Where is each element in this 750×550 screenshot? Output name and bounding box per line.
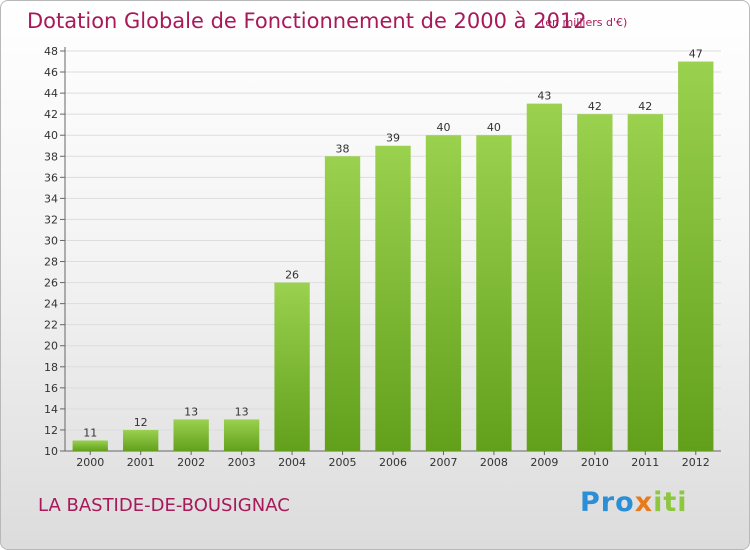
y-tick-label: 40 — [44, 129, 58, 142]
logo-letter: t — [663, 487, 678, 518]
y-tick-label: 42 — [44, 108, 58, 121]
y-tick-label: 16 — [44, 382, 58, 395]
y-tick-label: 34 — [44, 192, 58, 205]
bar — [627, 114, 663, 451]
y-tick-label: 48 — [44, 45, 58, 58]
data-label: 47 — [689, 48, 703, 61]
bar — [526, 103, 563, 451]
logo-letter: i — [653, 487, 664, 518]
bar — [425, 135, 462, 452]
y-tick-label: 30 — [44, 234, 58, 247]
data-label: 40 — [487, 121, 501, 134]
bar — [577, 114, 613, 451]
data-label: 26 — [285, 269, 299, 282]
x-tick-label: 2003 — [228, 456, 256, 469]
data-label: 38 — [336, 142, 350, 155]
x-tick-label: 2004 — [278, 456, 306, 469]
y-tick-label: 10 — [44, 445, 58, 458]
logo-letter: o — [615, 487, 635, 518]
bar — [123, 429, 159, 451]
y-tick-label: 32 — [44, 213, 58, 226]
x-tick-label: 2005 — [329, 456, 357, 469]
bar — [678, 61, 714, 452]
y-tick-label: 28 — [44, 256, 58, 269]
data-label: 13 — [235, 405, 249, 418]
bar — [375, 145, 411, 451]
data-label: 39 — [386, 132, 400, 145]
y-tick-label: 26 — [44, 277, 58, 290]
chart-title: Dotation Globale de Fonctionnement de 20… — [27, 9, 587, 33]
y-tick-label: 22 — [44, 319, 58, 332]
logo-letter: x — [634, 487, 654, 518]
data-label: 42 — [638, 100, 652, 113]
y-tick-label: 18 — [44, 361, 58, 374]
bar — [223, 419, 260, 451]
commune-name: LA BASTIDE-DE-BOUSIGNAC — [38, 495, 290, 516]
x-tick-label: 2010 — [581, 456, 609, 469]
x-tick-label: 2011 — [631, 456, 659, 469]
y-tick-label: 24 — [44, 298, 58, 311]
x-tick-label: 2006 — [379, 456, 407, 469]
y-tick-label: 14 — [44, 403, 58, 416]
bar — [72, 440, 108, 451]
logo-letter: i — [677, 487, 688, 518]
y-tick-label: 20 — [44, 340, 58, 353]
x-tick-label: 2007 — [429, 456, 457, 469]
x-tick-label: 2000 — [76, 456, 104, 469]
data-label: 13 — [184, 405, 198, 418]
chart-subtitle: (en milliers d'€) — [541, 16, 628, 29]
data-label: 42 — [588, 100, 602, 113]
y-tick-label: 12 — [44, 424, 58, 437]
x-tick-label: 2008 — [480, 456, 508, 469]
bar — [173, 419, 209, 451]
x-tick-label: 2001 — [127, 456, 155, 469]
bar — [324, 156, 361, 451]
proxiti-logo: Proxiti — [580, 487, 688, 518]
y-tick-label: 44 — [44, 87, 58, 100]
x-tick-label: 2002 — [177, 456, 205, 469]
data-label: 11 — [83, 426, 97, 439]
y-tick-label: 36 — [44, 171, 58, 184]
logo-letter: r — [600, 487, 616, 518]
data-label: 12 — [134, 416, 148, 429]
y-tick-label: 46 — [44, 66, 58, 79]
bar — [274, 282, 310, 451]
bar — [476, 135, 512, 452]
data-label: 40 — [436, 121, 450, 134]
y-tick-label: 38 — [44, 150, 58, 163]
logo-letter: P — [580, 487, 601, 518]
x-tick-label: 2009 — [530, 456, 558, 469]
data-label: 43 — [537, 90, 551, 103]
x-tick-label: 2012 — [682, 456, 710, 469]
